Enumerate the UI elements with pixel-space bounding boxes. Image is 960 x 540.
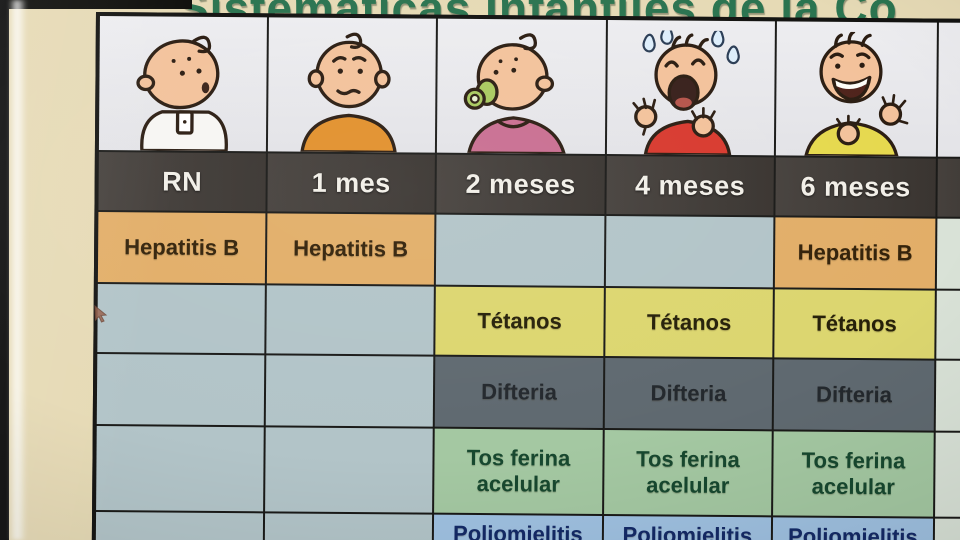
cell-tosferina-6meses: Tos ferina acelular [773,431,934,517]
cell-tetanos-partial [936,290,960,360]
col-header-6meses: 6 meses [775,157,936,217]
vaccination-table: RN 1 mes 2 meses 4 meses 6 meses 1 Hepat… [91,12,960,540]
cell-tetanos-4meses: Tétanos [605,288,773,358]
pointer-arrow-icon [94,305,108,323]
baby-pacifier-illustration [463,33,566,154]
cell-tetanos-rn [97,284,265,354]
cell-difteria-1mes [265,355,434,427]
baby-crying-illustration [631,30,740,156]
left-edge-shadow [0,0,9,540]
baby-worried-illustration [299,32,397,153]
cell-polio-1mes [264,513,433,540]
col-header-rn: RN [98,152,266,212]
cell-hepatitis-4meses [605,216,774,288]
baby-cell-1mes [267,17,436,153]
cell-hepatitis-partial [936,218,960,290]
cell-polio-rn [95,512,264,540]
col-header-1mes: 1 mes [267,153,435,213]
baby-laughing-illustration [804,31,909,157]
cell-tetanos-2meses: Tétanos [435,286,604,356]
cell-tetanos-1mes [266,285,434,355]
cell-tosferina-partial [935,432,960,518]
col-header-partial: 1 [937,158,960,218]
cell-tetanos-6meses: Tétanos [774,289,935,359]
cell-difteria-6meses: Difteria [773,359,935,431]
cell-difteria-rn [96,354,265,426]
cell-hepatitis-rn: Hepatitis B [97,212,266,284]
baby-cell-rn [98,16,267,152]
cell-difteria-partial [935,360,960,432]
cell-polio-6meses: Poliomielitis [772,517,934,540]
left-margin-highlight [9,0,27,540]
baby-cell-4meses [606,20,775,156]
cell-difteria-4meses: Difteria [604,358,773,430]
top-edge-shadow [0,0,192,9]
col-header-2meses: 2 meses [436,154,605,214]
cell-tosferina-1mes [265,427,433,513]
cell-hepatitis-2meses [435,214,605,286]
baby-newborn-illustration [135,35,228,152]
cell-hepatitis-1mes: Hepatitis B [266,213,435,285]
cell-hepatitis-6meses: Hepatitis B [774,217,936,289]
col-header-4meses: 4 meses [606,156,774,216]
cell-polio-2meses: Poliomielitis [433,514,603,540]
cell-polio-partial [934,518,960,540]
baby-cell-6meses [775,21,937,157]
cell-difteria-2meses: Difteria [434,356,604,428]
baby-cell-partial [937,22,960,158]
cell-tosferina-2meses: Tos ferina acelular [434,428,603,514]
cell-polio-4meses: Poliomielitis [603,516,772,540]
cell-tosferina-4meses: Tos ferina acelular [604,430,772,516]
cell-tosferina-rn [96,426,264,512]
baby-cell-2meses [436,18,606,155]
